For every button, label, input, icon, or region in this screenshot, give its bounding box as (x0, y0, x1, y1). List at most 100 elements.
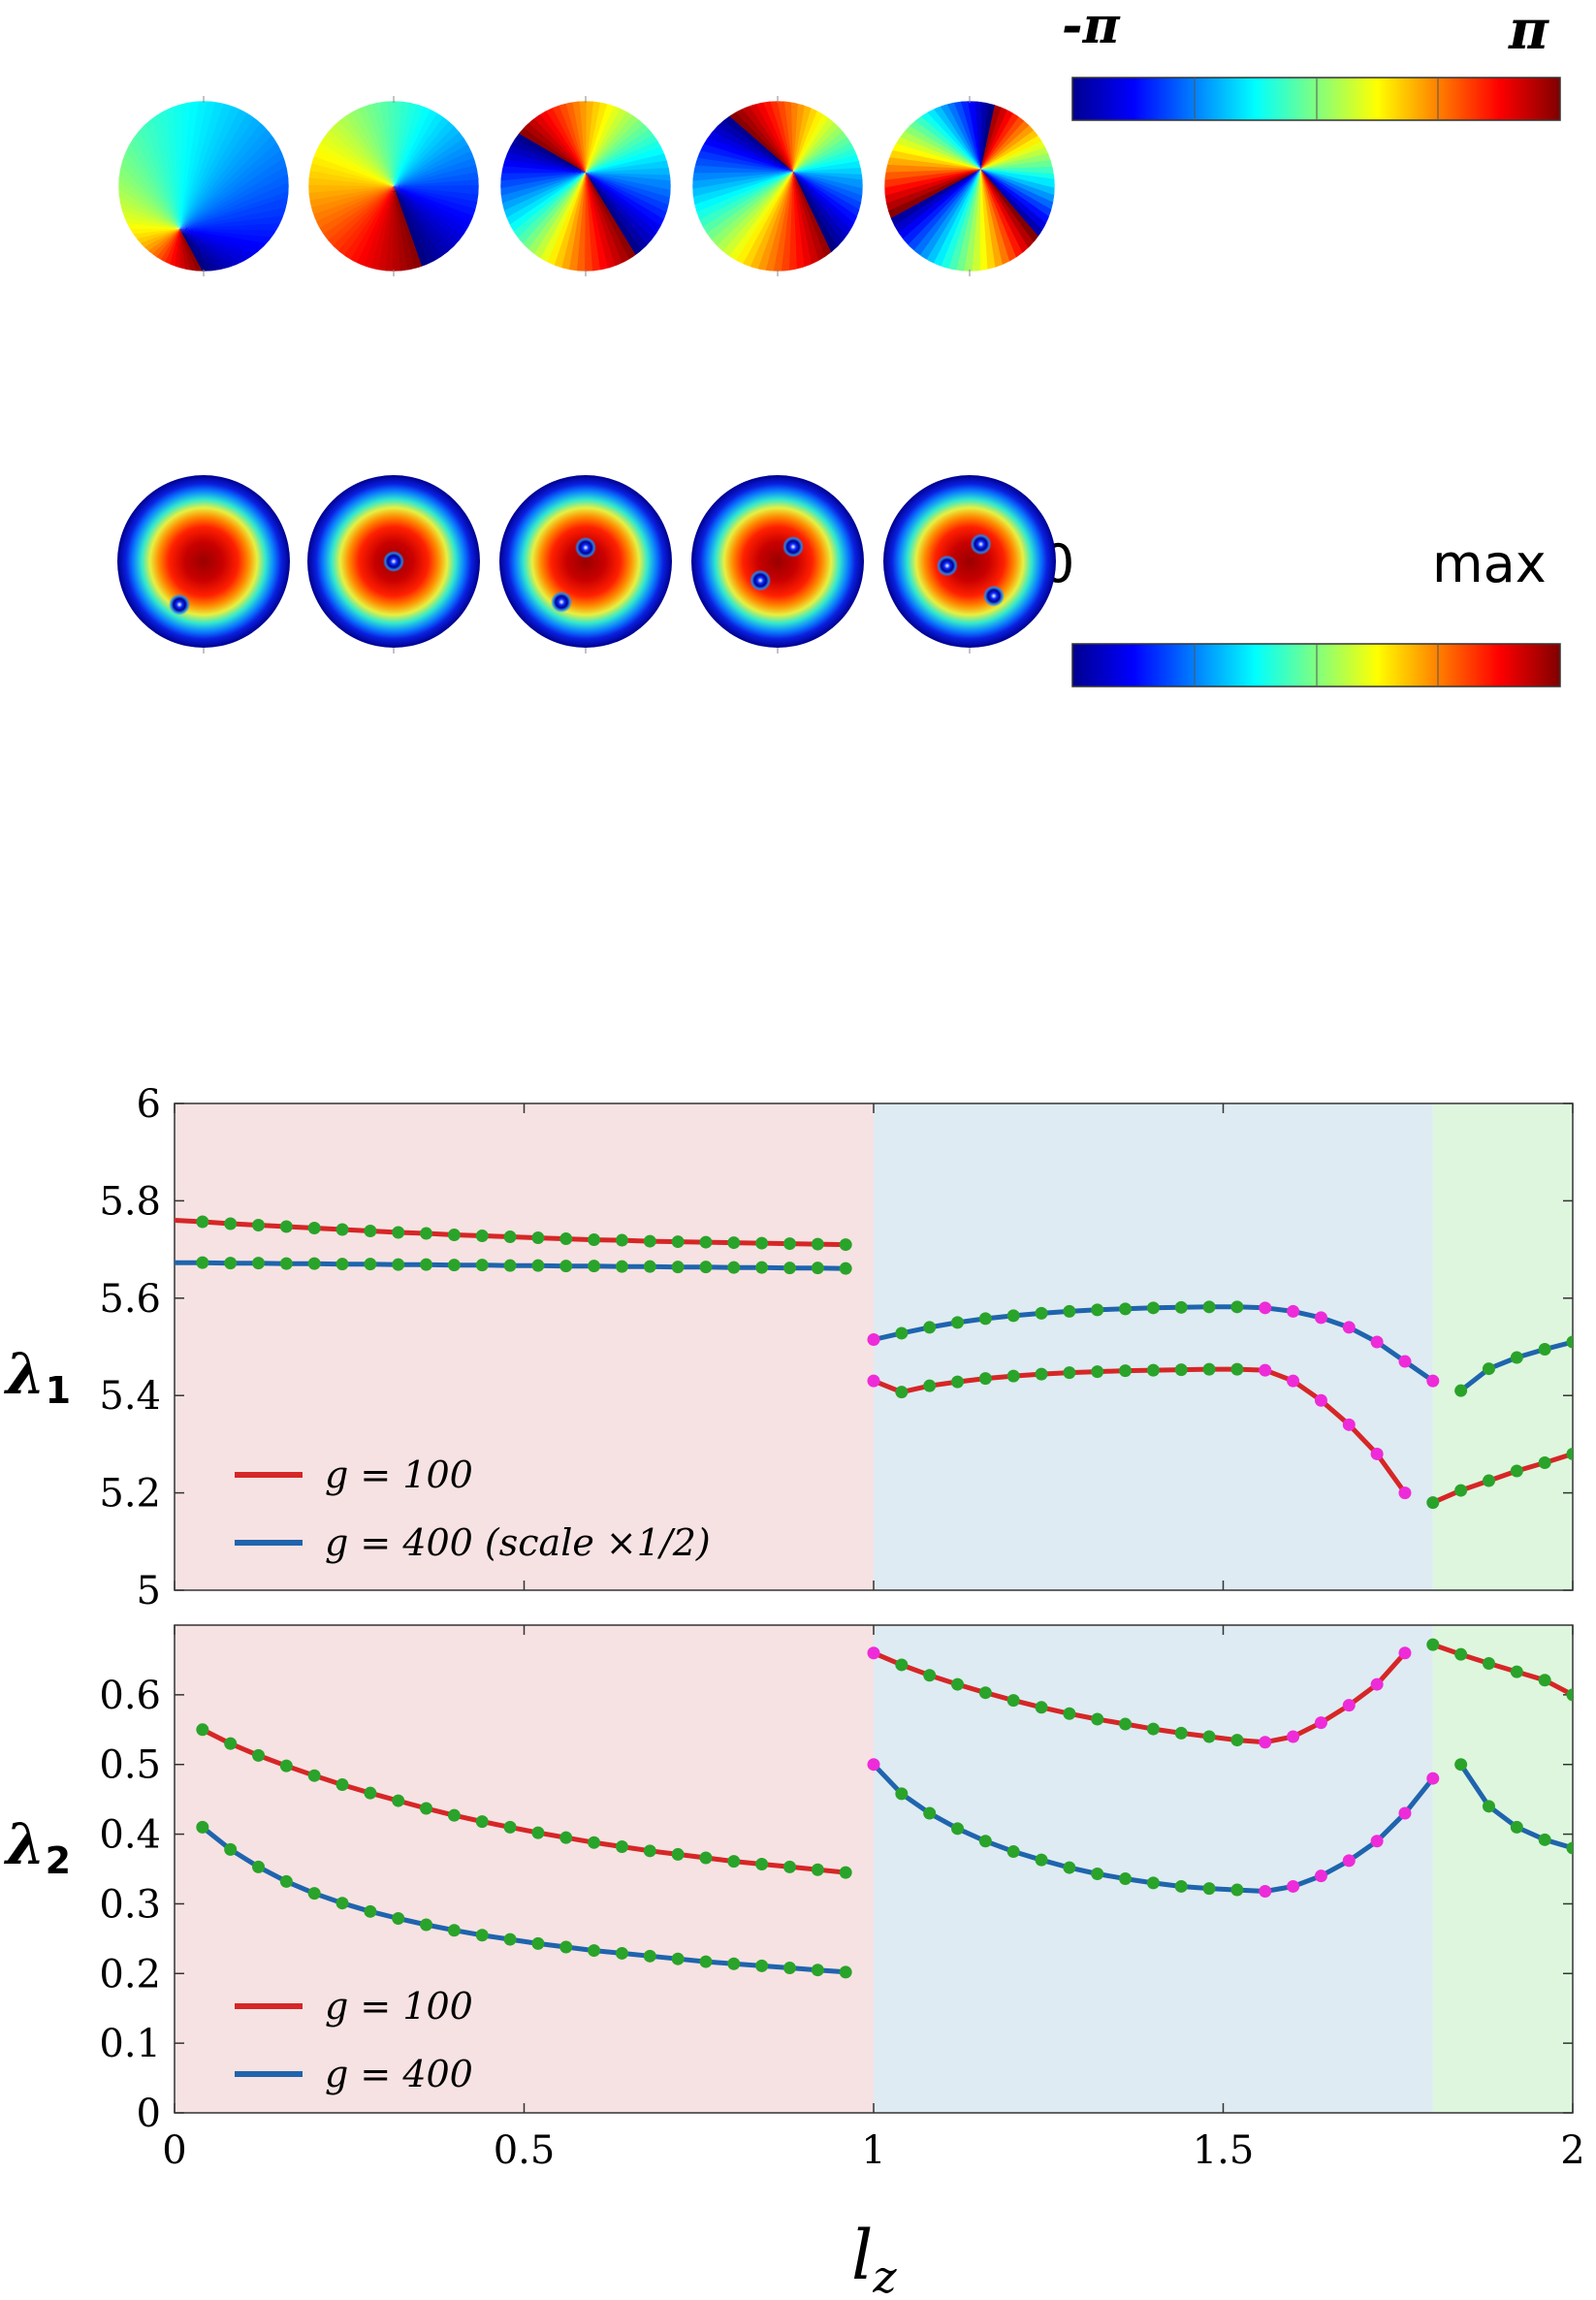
data-point (1091, 1365, 1104, 1379)
data-point (699, 1235, 713, 1249)
data-point (1006, 1309, 1020, 1323)
phase-colorbar-max-label: π (1508, 0, 1549, 62)
data-point (699, 1851, 713, 1865)
data-point (839, 1965, 852, 1979)
data-point (1259, 1363, 1272, 1377)
data-point (951, 1316, 965, 1329)
data-point (755, 1261, 769, 1274)
data-point (279, 1874, 293, 1888)
data-point (895, 1658, 909, 1672)
data-point (475, 1230, 489, 1243)
data-point (923, 1806, 937, 1820)
data-point (392, 1912, 405, 1926)
phase-panel (499, 96, 672, 276)
phase-colorbar: -π π (1062, 0, 1561, 121)
background-region (874, 1625, 1433, 2113)
data-point (839, 1262, 852, 1275)
data-point (727, 1957, 741, 1970)
data-point (447, 1229, 461, 1242)
data-point (364, 1225, 377, 1238)
data-point (782, 1262, 796, 1275)
data-point (392, 1258, 405, 1271)
data-point (951, 1677, 965, 1691)
data-point (1063, 1707, 1076, 1720)
data-point (475, 1259, 489, 1272)
phase-panel (307, 96, 480, 276)
data-point (1119, 1717, 1133, 1731)
background-region (1432, 1625, 1573, 2113)
y-tick-label: 6 (137, 1082, 161, 1127)
data-point (1566, 1335, 1573, 1349)
data-point (224, 1737, 238, 1750)
data-point (307, 1257, 321, 1270)
density-panel (117, 475, 290, 654)
data-point (531, 1231, 545, 1245)
data-point (1091, 1303, 1104, 1317)
data-point (615, 1946, 628, 1960)
data-point (196, 1215, 209, 1229)
data-point (420, 1918, 433, 1932)
data-point (811, 1863, 824, 1876)
data-point (1006, 1694, 1020, 1708)
data-point (1035, 1367, 1048, 1381)
data-point (895, 1787, 909, 1801)
data-point (1146, 1301, 1160, 1315)
data-point (978, 1372, 992, 1386)
lambda2-chart: 0 0.1 0.2 0.3 0.4 0.5 0.6 0 0.5 1 1.5 2 g = 100 g = … (3, 1624, 1585, 2173)
data-point (1342, 1418, 1356, 1431)
density-colorbar: 0 max (1041, 533, 1561, 687)
vortex-core (970, 533, 992, 556)
vortex-core (169, 593, 191, 616)
data-point (196, 1723, 209, 1737)
vortex-core (782, 535, 805, 558)
data-point (951, 1375, 965, 1389)
data-point (1566, 1688, 1573, 1702)
data-point (447, 1924, 461, 1937)
data-point (1174, 1726, 1188, 1740)
data-point (1342, 1854, 1356, 1868)
data-point (671, 1847, 685, 1861)
data-point (1230, 1362, 1244, 1376)
lambda1-ylabel: λ1 (3, 1341, 71, 1412)
density-panel (883, 475, 1056, 654)
data-point (196, 1820, 209, 1834)
x-tick-label: 1 (861, 2128, 885, 2173)
data-point (1370, 1677, 1384, 1691)
data-point (1119, 1872, 1133, 1886)
data-point (531, 1826, 545, 1839)
data-point (615, 1840, 628, 1854)
data-point (1454, 1647, 1468, 1661)
y-tick-label: 0.2 (99, 1952, 161, 1997)
data-point (503, 1933, 517, 1946)
data-point (1342, 1321, 1356, 1334)
data-point (335, 1223, 349, 1236)
x-tick-label: 2 (1560, 2128, 1584, 2173)
phase-colorbar-min-label: -π (1062, 0, 1121, 55)
data-point (755, 1959, 769, 1972)
data-point (503, 1820, 517, 1834)
data-point (782, 1237, 796, 1251)
data-point (1398, 1806, 1412, 1820)
data-point (1538, 1833, 1551, 1846)
data-point (1314, 1716, 1327, 1730)
data-point (867, 1332, 880, 1346)
data-point (1230, 1734, 1244, 1747)
data-point (588, 1260, 601, 1273)
data-point (1398, 1486, 1412, 1500)
data-point (420, 1227, 433, 1240)
data-point (1259, 1736, 1272, 1749)
data-point (1063, 1861, 1076, 1874)
y-tick-label: 0.5 (99, 1743, 161, 1788)
data-point (978, 1686, 992, 1700)
data-point (224, 1257, 238, 1270)
data-point (252, 1748, 266, 1762)
data-point (307, 1222, 321, 1235)
data-point (782, 1962, 796, 1975)
density-panel (691, 475, 864, 654)
data-point (335, 1258, 349, 1271)
data-point (1314, 1311, 1327, 1325)
data-point (224, 1842, 238, 1856)
y-tick-label: 5.4 (99, 1374, 161, 1419)
data-point (1035, 1701, 1048, 1714)
